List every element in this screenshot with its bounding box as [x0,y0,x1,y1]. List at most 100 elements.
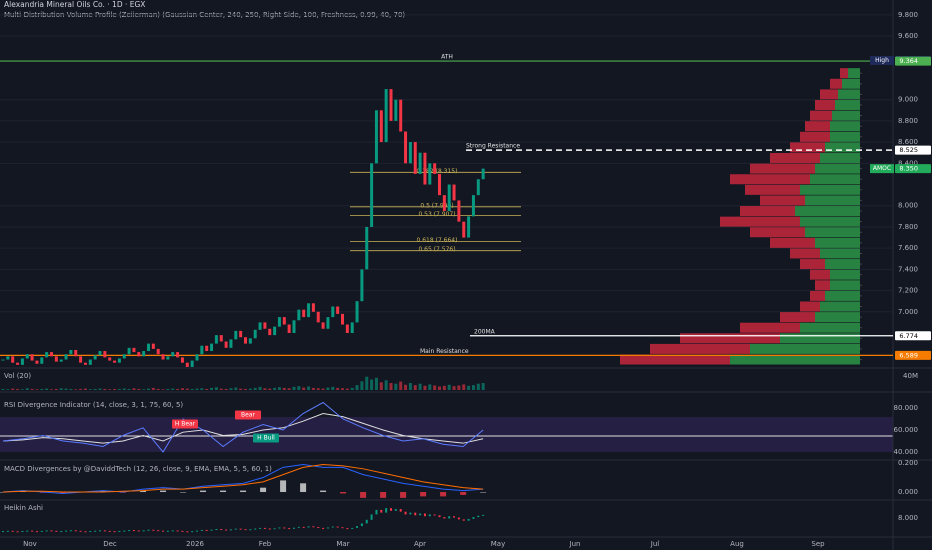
volume-bar [438,386,441,390]
candle [244,337,247,344]
candle [210,343,214,352]
panel-tick-label: 60.000 [894,426,919,434]
macd-histogram [460,492,467,495]
ha-candle [360,523,363,527]
macd-histogram [380,492,387,498]
candle [195,354,199,361]
profile-sell [740,206,795,217]
candle [25,354,29,359]
candle [374,110,378,164]
y-tick-label: 8.600 [898,138,918,146]
x-tick-label: Aug [730,540,744,548]
volume-bar [394,383,398,390]
candle [467,216,471,238]
rsi-label: H Bull [257,435,275,442]
candle [147,343,150,352]
volume-bar [142,389,146,390]
profile-buy [825,259,860,270]
volume-bar [185,388,189,390]
rsi-label-box [253,433,279,443]
ha-candle [428,514,431,517]
ha-candle [123,530,126,532]
volume-bar [457,385,461,390]
ha-candle [380,509,383,513]
macd-histogram [60,492,67,494]
y-tick-label: 7.000 [898,308,918,316]
candle [413,142,417,174]
volume-bar [74,389,78,390]
strong_resistance-badge-value: 8.525 [899,146,918,154]
candle [394,99,398,121]
candle [69,349,73,355]
volume-bar [423,385,427,390]
ha-candle [467,518,470,521]
profile-sell [740,322,800,333]
candle [35,360,39,364]
volume-bar [404,384,408,390]
candle [59,359,63,362]
candle [462,221,466,238]
candle [137,352,141,357]
ha-candle [16,531,19,533]
candle [132,347,136,353]
profile-buy [730,354,860,365]
macd-histogram [200,490,207,493]
volume-bar [171,388,175,390]
ha-candle [322,527,325,529]
ha-candle [254,528,257,530]
ha-candle [312,526,315,528]
volume-bar [268,388,272,390]
ha-candle [132,530,135,532]
profile-sell [820,89,838,100]
candle [113,360,117,363]
macd-histogram [0,492,6,493]
volume-bar [365,376,369,390]
y-tick-label: 9.800 [898,11,918,19]
ha-candle [419,513,422,516]
profile-buy [832,110,860,121]
volume-bar [195,388,199,390]
volume-bar [433,385,437,390]
candle [127,347,131,355]
main-resistance-label: Main Resistance [420,348,469,355]
ha-candle [79,530,82,532]
ha-candle [457,517,460,520]
volume-tick-label: 40M [903,372,918,380]
volume-bar [481,383,485,390]
volume-bar [54,388,58,390]
ha-candle [69,530,72,532]
candle [122,354,126,359]
ha-candle [477,515,480,518]
candle [79,356,83,363]
volume-bar [413,385,417,390]
volume-bar [311,387,315,390]
ma200-badge [895,331,931,341]
volume-bar [64,388,68,390]
ha-candle [186,531,189,533]
ha-candle [205,529,208,531]
ha-candle [239,528,242,530]
profile-sell [810,110,832,121]
ha-candle [244,529,247,531]
panel-tick-label: 0.000 [898,488,918,496]
ha-candle [181,530,184,532]
x-tick-label: Jul [650,540,660,548]
x-tick-label: Sep [811,540,825,548]
volume-bar [59,388,63,390]
candle [185,362,189,367]
candle [350,322,354,334]
profile-buy [815,237,860,248]
y-tick-label: 9.000 [898,96,918,104]
fib-label: 0.618 (7.664) [417,237,458,244]
ha-candle [263,527,266,529]
candle [360,269,364,302]
candle [302,309,306,318]
ha-candle [438,515,441,518]
candle [355,301,359,323]
ha-candle [45,530,48,532]
ha-candle [278,527,281,529]
candle [321,322,325,329]
ha-candle [118,530,121,532]
macd-histogram [220,490,227,493]
